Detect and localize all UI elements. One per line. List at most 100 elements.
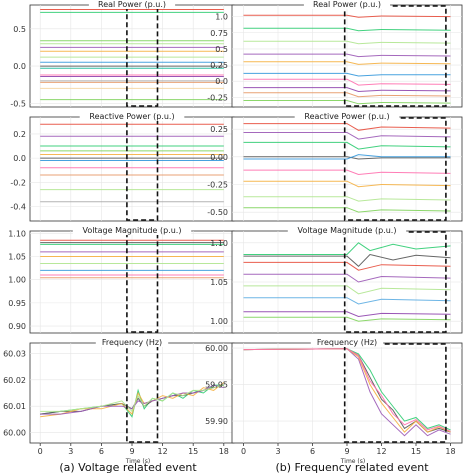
y-tick-label: 60.00 [3, 428, 26, 437]
series-line-3 [243, 156, 451, 160]
series-line-1 [243, 132, 451, 140]
y-tick-label: -0.50 [207, 208, 228, 217]
caption-a: (a) Voltage related event [59, 461, 197, 474]
series-line-2 [243, 348, 451, 431]
x-tick-label: 18 [219, 447, 229, 456]
series-line-0 [243, 123, 451, 131]
panel-title: Voltage Magnitude (p.u.) [298, 226, 397, 235]
series-line-1 [243, 253, 451, 267]
panel-title-bg [95, 337, 169, 347]
series-line-4 [243, 285, 451, 295]
y-tick-label: 0.5 [215, 45, 228, 54]
series-line-8 [243, 207, 451, 213]
panel-a-reactive: 0.2 0.0 -0.2 -0.4 Reactive Power (p.u.) [10, 111, 235, 222]
series-line-4 [243, 348, 451, 432]
event-window-box [126, 343, 159, 443]
x-axis-label: Time (s) [125, 458, 150, 465]
series-line-5 [243, 169, 451, 176]
y-tick-label: 1.05 [8, 253, 26, 262]
series-line-6 [243, 180, 451, 188]
x-tick-label: 12 [376, 447, 386, 456]
y-tick-label: 0.90 [8, 322, 26, 331]
series-line-7 [243, 316, 451, 322]
x-tick-label: 3 [275, 447, 280, 456]
series-line-1 [243, 27, 451, 32]
panel-title-bg [72, 225, 192, 235]
series-line-5 [243, 297, 451, 305]
y-tick-label: 1.10 [8, 229, 26, 238]
panel-b-real: 1.0 0.75 0.5 0.25 0.0 -0.25 Real Power (p.u.) [207, 0, 463, 108]
y-tick-label: -0.5 [10, 99, 26, 108]
panel-title: Reactive Power (p.u.) [89, 112, 174, 121]
x-tick-label: 3 [68, 447, 73, 456]
y-tick-label: 0.25 [210, 61, 228, 70]
event-window-box [126, 5, 159, 107]
caption-b: (b) Frequency related event [275, 461, 429, 474]
series-line-3 [243, 348, 451, 433]
series-line-7 [243, 87, 451, 93]
panel-title: Reactive Power (p.u.) [304, 112, 389, 121]
panel-b-reactive: 0.25 0.00 -0.25 -0.50 Reactive Power (p.u.) [207, 111, 463, 222]
x-tick-label: 12 [158, 447, 168, 456]
y-tick-label: 59.95 [205, 381, 228, 390]
y-tick-label: 1.0 [215, 13, 228, 22]
series-line-1 [243, 348, 451, 437]
y-tick-label: 59.90 [205, 417, 228, 426]
y-tick-label: 0.0 [13, 154, 26, 163]
series-line-5 [243, 72, 451, 77]
event-window-box [126, 231, 159, 333]
series-group [243, 348, 451, 437]
series-line-2 [243, 261, 451, 271]
y-tick-label: 1.10 [210, 239, 228, 248]
x-tick-label: 15 [188, 447, 198, 456]
y-tick-label: 1.05 [210, 278, 228, 287]
series-line-8 [243, 92, 451, 98]
y-tick-label: 1.00 [210, 317, 228, 326]
panel-title: Voltage Magnitude (p.u.) [83, 226, 182, 235]
series-group [40, 382, 225, 418]
y-tick-label: 0.0 [13, 62, 26, 71]
panel-title-bg [294, 111, 400, 121]
y-tick-label: -0.25 [207, 93, 228, 102]
series-group [243, 14, 451, 105]
y-tick-label: 60.00 [205, 344, 228, 353]
x-tick-label: 18 [445, 447, 455, 456]
panel-a-real: 0.5 0.0 -0.5 Real Power (p.u.) [10, 0, 235, 108]
series-line-0 [243, 14, 451, 18]
x-tick-label: 6 [310, 447, 315, 456]
chart-panels: 0.5 0.0 -0.5 Real Power (p.u.) 1.0 0.75 0.5 0.2… [3, 0, 463, 465]
series-group [40, 239, 224, 279]
panel-title: Real Power (p.u.) [313, 0, 381, 9]
panel-title-bg [79, 111, 185, 121]
series-line-4 [243, 61, 451, 65]
series-line-0 [243, 242, 451, 255]
y-tick-label: -0.4 [10, 202, 26, 211]
event-window-box [343, 5, 447, 107]
series-group [40, 123, 224, 203]
event-window-box [343, 343, 447, 443]
panel-a-voltage: 1.10 1.05 1.00 0.95 0.90 Voltage Magnitude (p… [8, 225, 235, 334]
series-line-4 [40, 384, 224, 413]
panel-title: Frequency (Hz) [317, 338, 377, 347]
series-line-9 [243, 100, 451, 105]
x-tick-label: 15 [411, 447, 421, 456]
series-group [40, 9, 224, 101]
y-tick-label: 1.00 [8, 276, 26, 285]
y-tick-label: 0.0 [215, 77, 228, 86]
y-tick-label: 0.25 [210, 125, 228, 134]
series-line-6 [243, 311, 451, 318]
event-window-box [126, 117, 159, 221]
y-tick-label: 0.95 [8, 299, 26, 308]
y-tick-label: -0.2 [10, 178, 26, 187]
panel-a-frequency: 60.03 60.02 60.01 60.00 Frequency (Hz) 0 3 6 9 12… [3, 337, 235, 465]
series-line-3 [243, 53, 451, 58]
x-axis-label: Time (s) [340, 458, 365, 465]
y-tick-label: 60.01 [3, 402, 26, 411]
panel-title-bg [88, 0, 176, 9]
series-line-6 [243, 78, 451, 86]
y-tick-label: 60.02 [3, 376, 26, 385]
panel-title-bg [303, 0, 391, 9]
y-tick-label: 0.2 [13, 130, 26, 139]
y-tick-label: 0.75 [210, 29, 228, 38]
